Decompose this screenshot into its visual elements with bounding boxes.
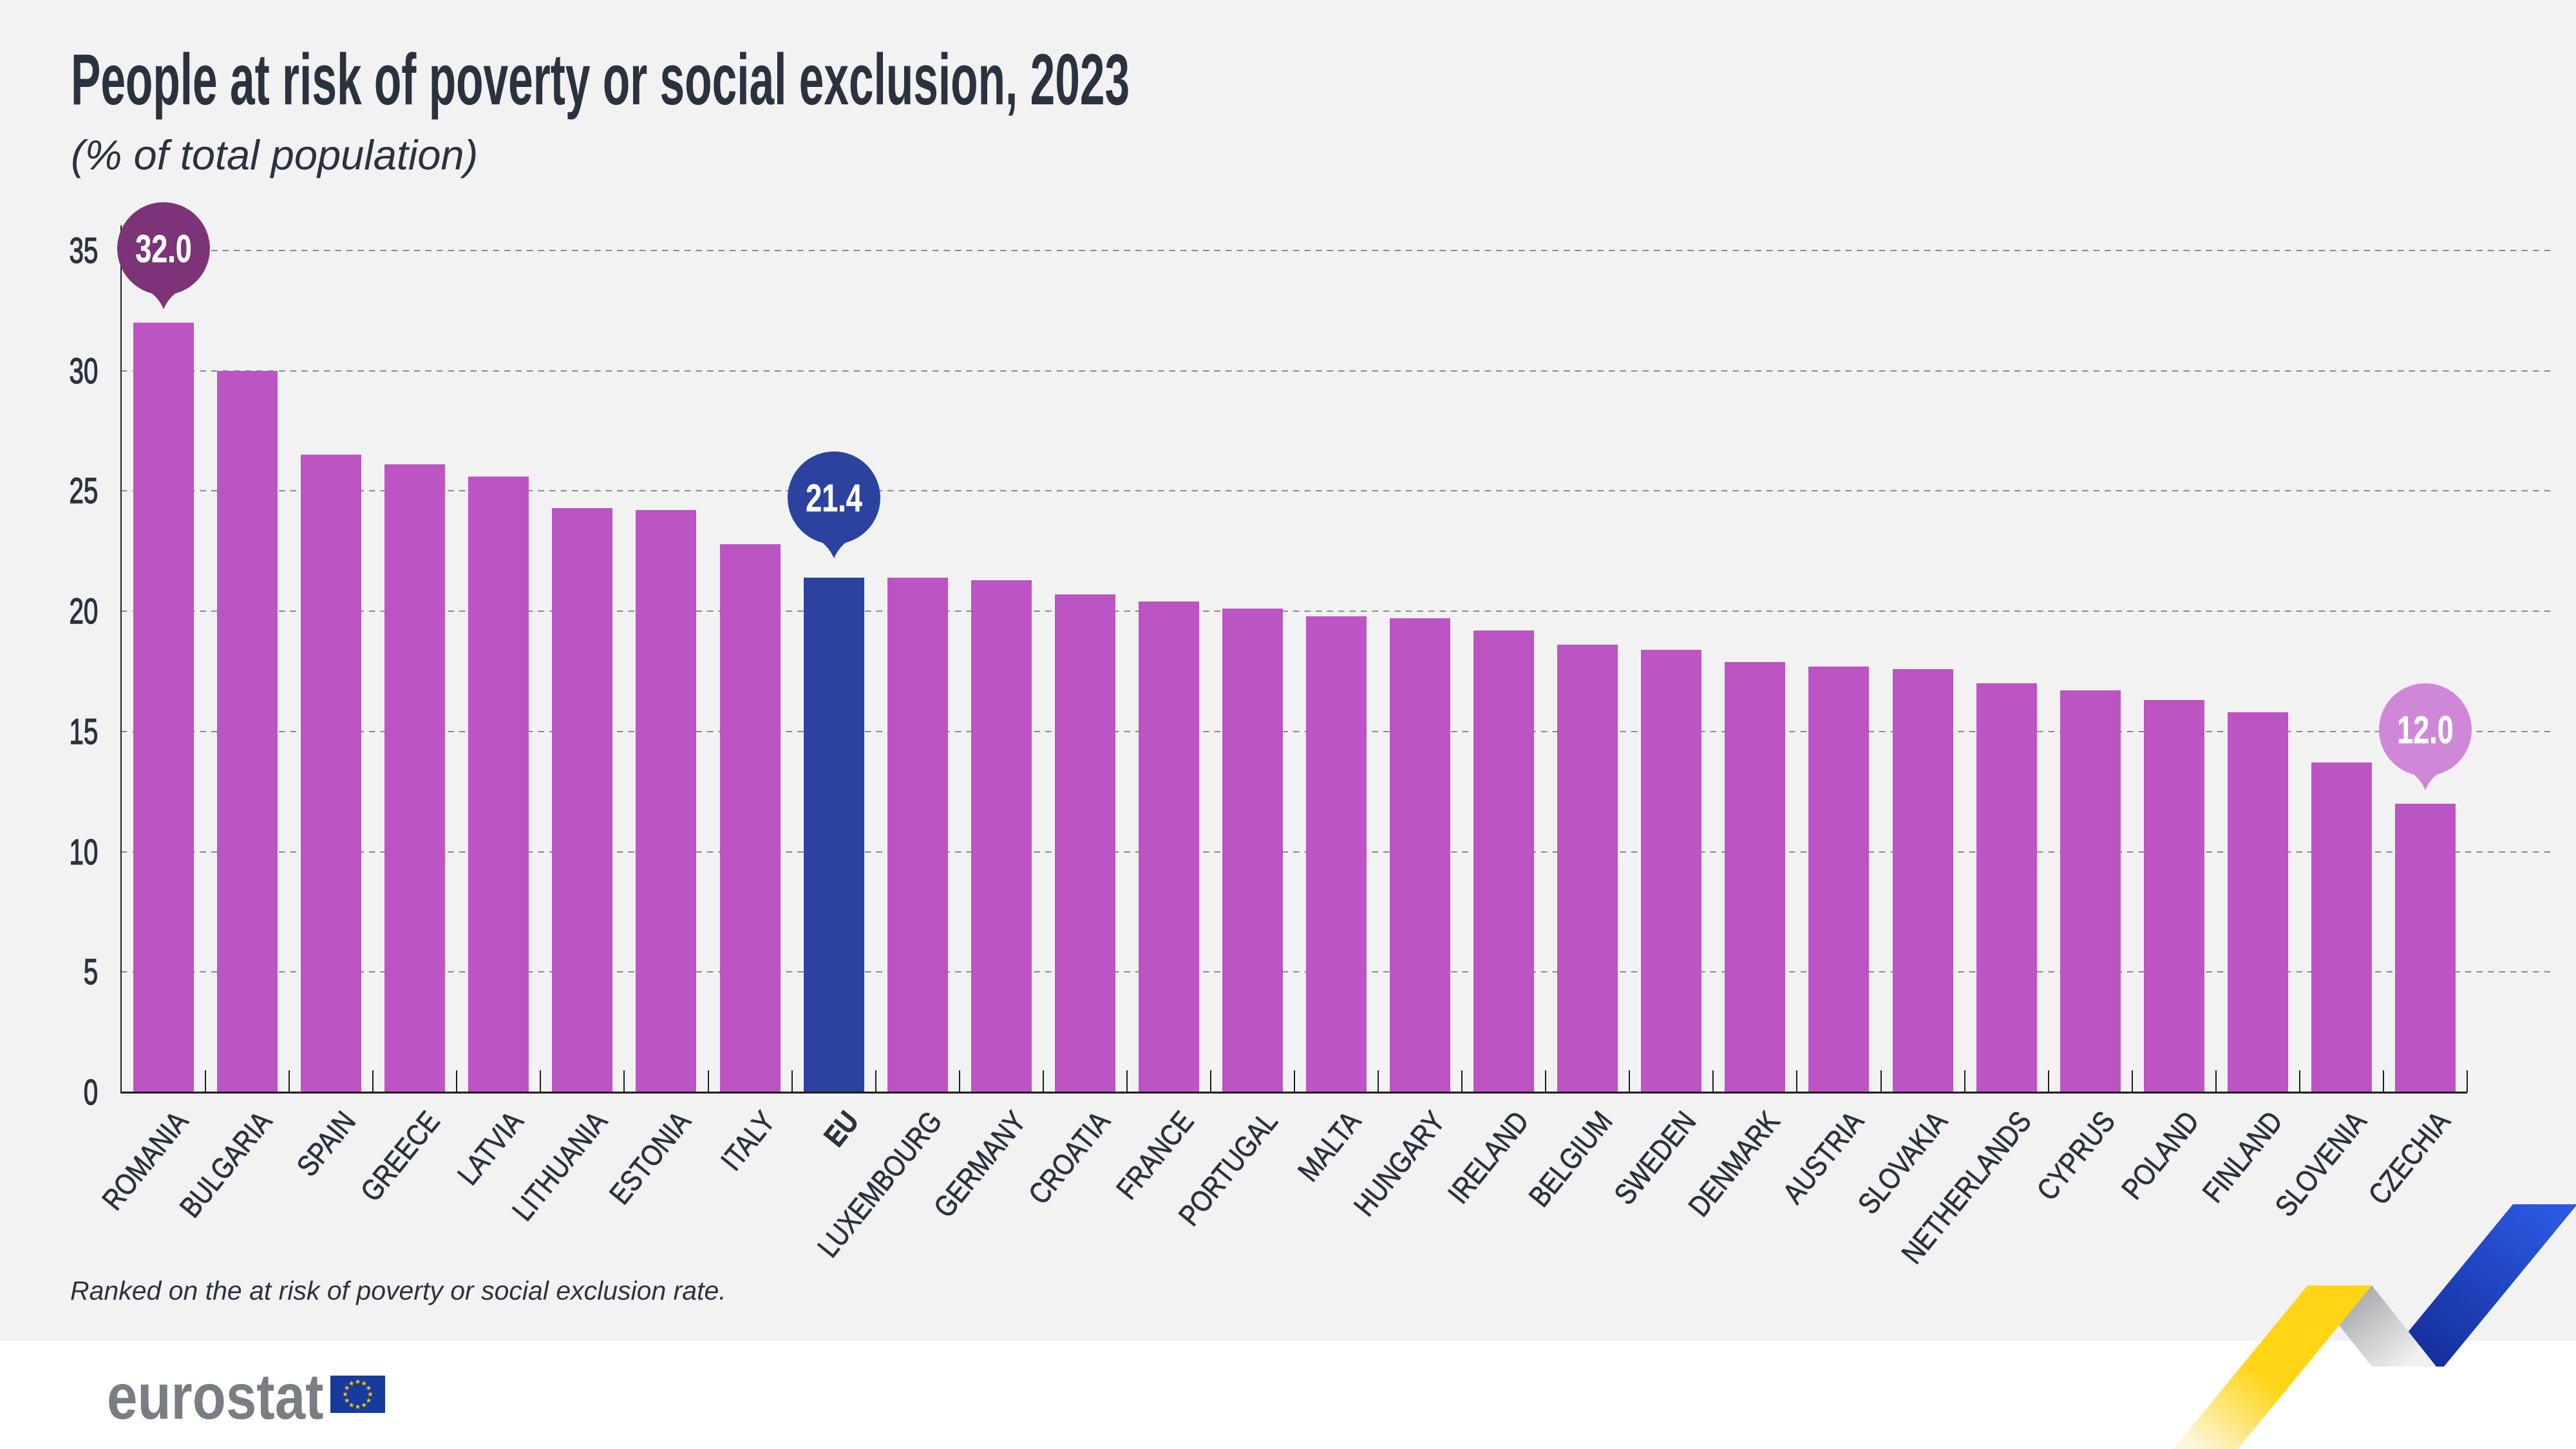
svg-text:12.0: 12.0 <box>2397 709 2454 752</box>
svg-text:21.4: 21.4 <box>806 477 862 520</box>
svg-text:32.0: 32.0 <box>135 228 192 271</box>
